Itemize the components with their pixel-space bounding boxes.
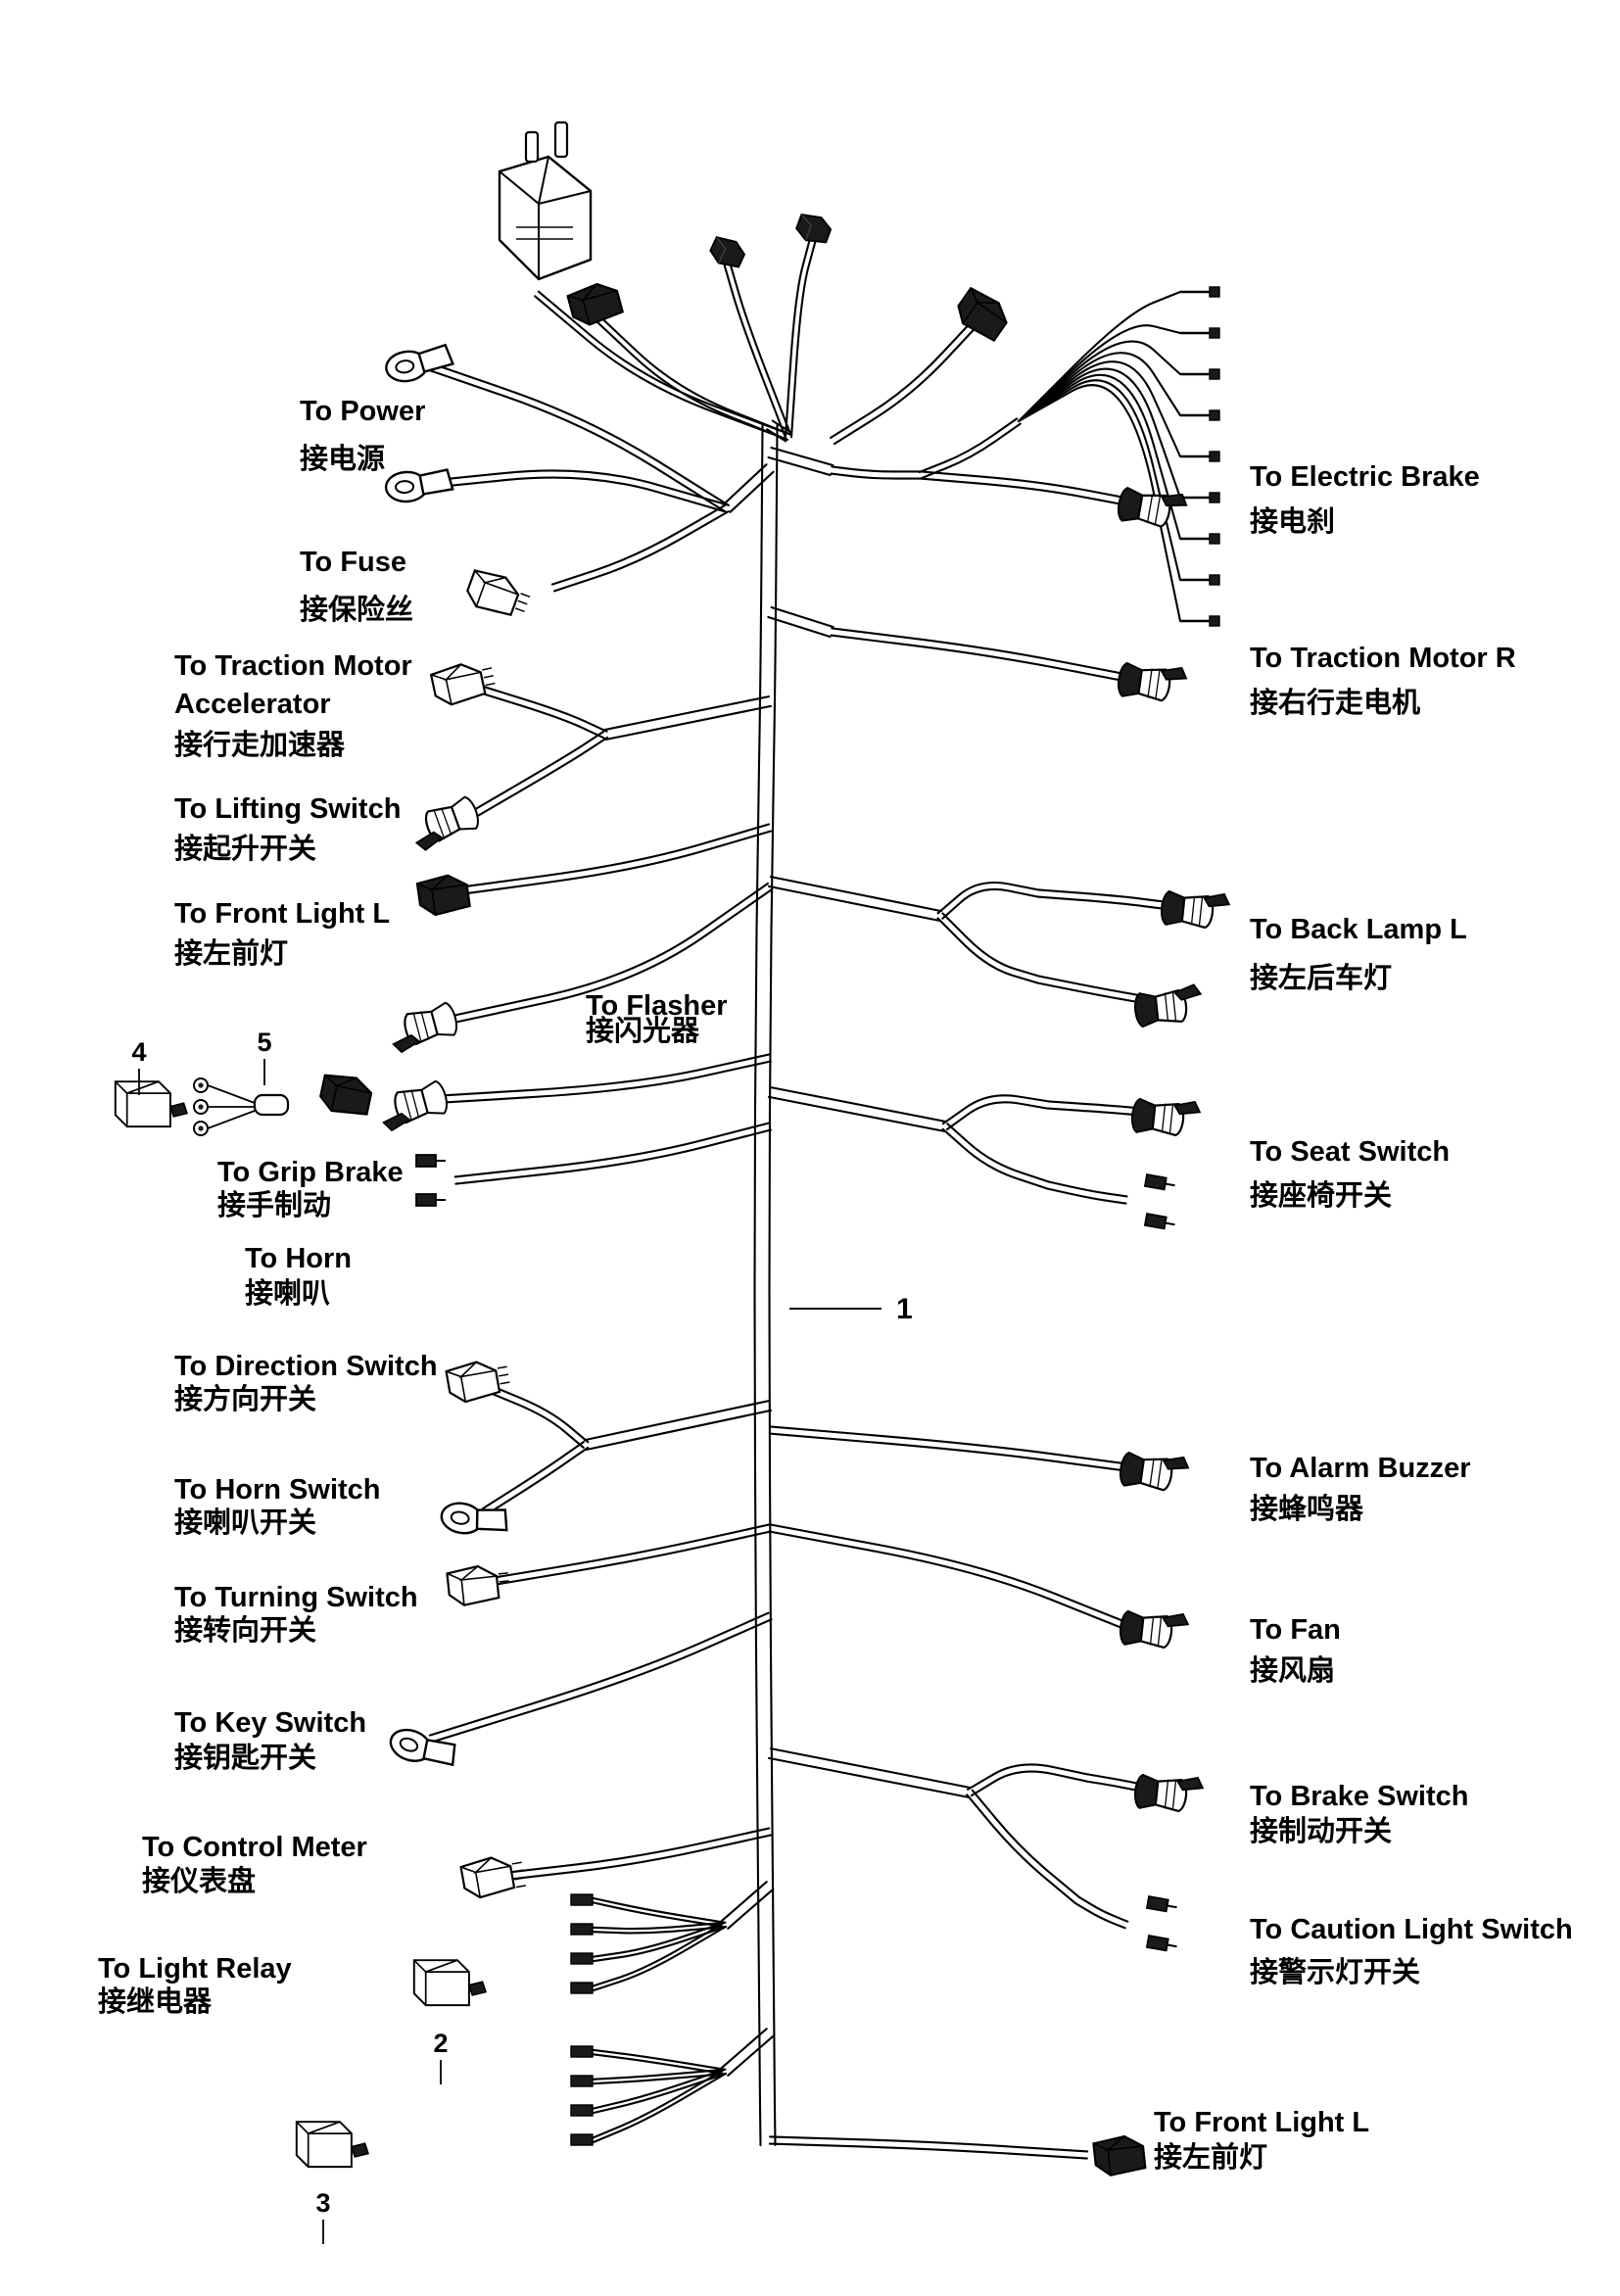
- svg-text:To Horn: To Horn: [245, 1243, 352, 1274]
- svg-text:1: 1: [896, 1293, 913, 1325]
- svg-text:To Caution Light Switch: To Caution Light Switch: [1250, 1914, 1573, 1945]
- svg-text:接喇叭开关: 接喇叭开关: [174, 1507, 316, 1539]
- svg-text:To Direction Switch: To Direction Switch: [174, 1351, 438, 1382]
- svg-text:To Key Switch: To Key Switch: [174, 1707, 366, 1739]
- svg-text:To Brake Switch: To Brake Switch: [1250, 1781, 1468, 1812]
- svg-text:To Fuse: To Fuse: [300, 547, 406, 578]
- svg-text:To Horn Switch: To Horn Switch: [174, 1474, 381, 1506]
- svg-text:To Lifting Switch: To Lifting Switch: [174, 793, 401, 825]
- svg-text:接保险丝: 接保险丝: [300, 593, 413, 626]
- svg-text:接仪表盘: 接仪表盘: [142, 1864, 256, 1897]
- svg-text:接行走加速器: 接行走加速器: [174, 729, 346, 761]
- svg-text:接风扇: 接风扇: [1250, 1654, 1335, 1687]
- svg-text:To Back Lamp L: To Back Lamp L: [1250, 914, 1467, 945]
- svg-text:3: 3: [315, 2188, 330, 2218]
- svg-text:接方向开关: 接方向开关: [174, 1382, 316, 1415]
- svg-text:接继电器: 接继电器: [98, 1985, 213, 2018]
- svg-text:To Traction Motor: To Traction Motor: [174, 650, 412, 682]
- svg-text:接钥匙开关: 接钥匙开关: [174, 1742, 316, 1774]
- svg-text:To Power: To Power: [300, 396, 425, 427]
- svg-text:To Front Light L: To Front Light L: [1154, 2107, 1369, 2138]
- svg-text:To Electric Brake: To Electric Brake: [1250, 461, 1480, 493]
- svg-text:To Alarm Buzzer: To Alarm Buzzer: [1250, 1453, 1471, 1484]
- svg-text:接警示灯开关: 接警示灯开关: [1250, 1956, 1420, 1988]
- svg-text:To Traction Motor R: To Traction Motor R: [1250, 643, 1516, 674]
- svg-text:接闪光器: 接闪光器: [586, 1015, 700, 1047]
- svg-text:接蜂鸣器: 接蜂鸣器: [1250, 1492, 1364, 1525]
- svg-text:To Fan: To Fan: [1250, 1614, 1341, 1646]
- svg-text:To Grip Brake: To Grip Brake: [217, 1157, 404, 1188]
- svg-text:4: 4: [131, 1037, 146, 1067]
- svg-text:接制动开关: 接制动开关: [1250, 1815, 1392, 1847]
- svg-text:接电源: 接电源: [300, 443, 385, 475]
- svg-text:2: 2: [433, 2029, 448, 2058]
- svg-text:接转向开关: 接转向开关: [174, 1614, 316, 1647]
- svg-text:接手制动: 接手制动: [217, 1189, 331, 1221]
- svg-text:接电刹: 接电刹: [1250, 505, 1335, 538]
- svg-text:接左前灯: 接左前灯: [174, 936, 288, 970]
- svg-text:Accelerator: Accelerator: [174, 689, 331, 720]
- svg-text:接左前灯: 接左前灯: [1154, 2140, 1267, 2174]
- svg-text:接座椅开关: 接座椅开关: [1250, 1178, 1392, 1212]
- svg-text:接喇叭: 接喇叭: [245, 1277, 330, 1310]
- svg-text:To Control Meter: To Control Meter: [142, 1832, 367, 1863]
- svg-text:5: 5: [257, 1028, 271, 1057]
- svg-text:To Light Relay: To Light Relay: [98, 1953, 292, 1985]
- svg-text:接起升开关: 接起升开关: [174, 833, 316, 865]
- svg-text:To Turning Switch: To Turning Switch: [174, 1582, 418, 1613]
- svg-text:To Front Light L: To Front Light L: [174, 898, 390, 930]
- svg-text:To Seat Switch: To Seat Switch: [1250, 1136, 1450, 1168]
- svg-text:接左后车灯: 接左后车灯: [1250, 961, 1392, 994]
- svg-text:接右行走电机: 接右行走电机: [1250, 687, 1420, 719]
